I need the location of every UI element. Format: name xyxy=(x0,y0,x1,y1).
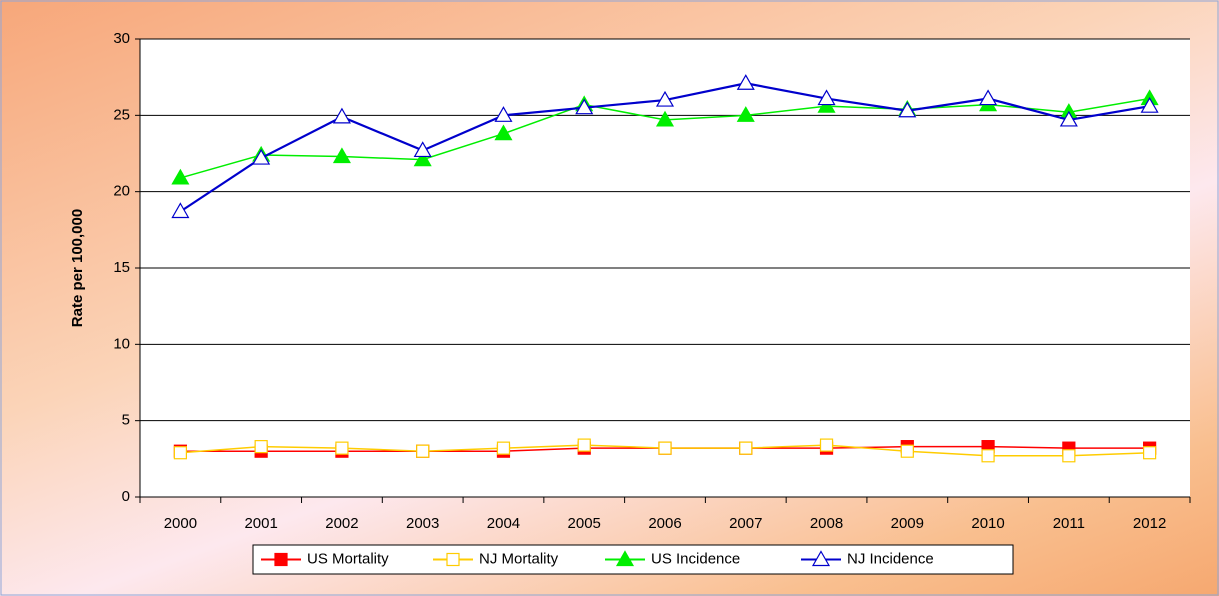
marker xyxy=(496,441,511,455)
x-tick-label: 2008 xyxy=(810,515,843,532)
y-tick-label: 25 xyxy=(113,106,130,123)
marker xyxy=(413,150,432,167)
marker xyxy=(413,141,432,158)
marker xyxy=(171,168,190,185)
marker xyxy=(655,90,675,107)
marker xyxy=(817,96,836,113)
marker xyxy=(981,449,995,463)
marker xyxy=(332,147,351,164)
marker xyxy=(898,101,917,118)
x-tick-label: 2011 xyxy=(1053,515,1085,532)
marker xyxy=(736,106,755,122)
y-tick-label: 15 xyxy=(113,259,130,276)
x-tick-label: 2006 xyxy=(648,515,681,532)
marker xyxy=(171,202,190,219)
marker xyxy=(577,438,591,452)
marker xyxy=(332,107,351,124)
marker xyxy=(494,124,513,141)
x-tick-label: 2007 xyxy=(729,515,762,532)
marker xyxy=(736,74,755,90)
marker xyxy=(274,552,288,567)
x-tick-label: 2012 xyxy=(1133,515,1166,532)
marker xyxy=(658,441,672,455)
x-tick-label: 2004 xyxy=(487,515,520,532)
y-tick-label: 0 xyxy=(122,488,130,505)
marker xyxy=(1140,96,1159,113)
y-tick-label: 20 xyxy=(113,183,130,200)
marker xyxy=(446,552,460,567)
marker xyxy=(900,444,914,458)
marker xyxy=(494,106,513,122)
x-tick-label: 2003 xyxy=(406,515,439,532)
x-tick-label: 2001 xyxy=(244,515,277,532)
x-tick-label: 2005 xyxy=(568,515,601,532)
y-tick-label: 30 xyxy=(113,30,130,47)
marker xyxy=(575,98,594,115)
x-tick-label: 2002 xyxy=(325,515,358,532)
legend-label: US Mortality xyxy=(307,550,389,567)
marker xyxy=(979,89,998,106)
marker xyxy=(817,89,836,106)
x-tick-label: 2009 xyxy=(891,515,924,532)
marker xyxy=(739,441,753,455)
marker xyxy=(254,440,268,454)
marker xyxy=(819,438,834,452)
marker xyxy=(335,441,349,455)
marker xyxy=(655,110,675,127)
y-axis-title: Rate per 100,000 xyxy=(69,209,86,327)
marker xyxy=(1059,110,1078,127)
marker xyxy=(1062,449,1076,463)
marker xyxy=(416,444,430,458)
y-tick-label: 10 xyxy=(113,335,130,352)
legend-label: NJ Mortality xyxy=(479,550,559,567)
legend-label: NJ Incidence xyxy=(847,550,934,567)
marker xyxy=(252,148,271,165)
x-tick-label: 2010 xyxy=(971,515,1004,532)
marker xyxy=(1143,446,1157,460)
x-tick-label: 2000 xyxy=(164,515,197,532)
marker xyxy=(811,550,831,567)
legend-label: US Incidence xyxy=(651,550,740,567)
y-tick-label: 5 xyxy=(122,412,130,429)
marker xyxy=(615,550,635,567)
marker xyxy=(173,446,187,460)
